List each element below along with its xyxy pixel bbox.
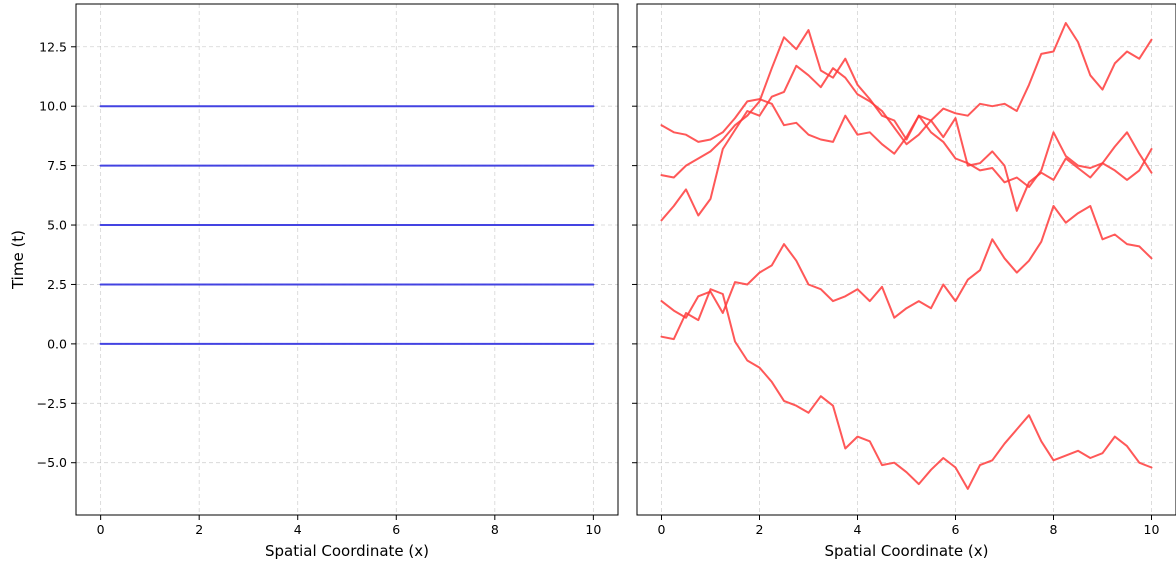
series-line-5 xyxy=(660,288,1153,490)
y-tick-label: 2.5 xyxy=(47,277,67,292)
series-line-2 xyxy=(660,22,1153,179)
axes-frame xyxy=(636,3,1176,516)
x-axis-title: Spatial Coordinate (x) xyxy=(825,542,989,560)
series-line-3 xyxy=(660,64,1153,222)
y-tick-label: 10.0 xyxy=(39,99,67,114)
y-tick-label: −2.5 xyxy=(37,396,67,411)
axes-frame xyxy=(75,3,619,516)
x-tick-label: 0 xyxy=(658,522,666,537)
x-tick-label: 2 xyxy=(756,522,764,537)
x-tick-label: 4 xyxy=(294,522,302,537)
series-line-1 xyxy=(660,98,1153,188)
x-tick-label: 6 xyxy=(952,522,960,537)
x-tick-label: 8 xyxy=(491,522,499,537)
x-tick-label: 0 xyxy=(97,522,105,537)
y-tick-label: 0.0 xyxy=(47,336,67,351)
series-group xyxy=(660,22,1153,490)
left-chart-panel: 0 2 4 6 8 10 −5.0 −2.5 0.0 2.5 5.0 7.5 10.0 12.5 Spati… xyxy=(9,3,619,560)
x-tick-label: 10 xyxy=(585,522,601,537)
x-tick-label: 6 xyxy=(392,522,400,537)
y-axis-title: Time (t) xyxy=(9,230,27,290)
right-chart-panel: 0 2 4 6 8 10 Spatial Coordinate (x) xyxy=(632,3,1176,560)
x-axis-title: Spatial Coordinate (x) xyxy=(265,542,429,560)
y-tick-label: 7.5 xyxy=(47,158,67,173)
x-tick-label: 4 xyxy=(854,522,862,537)
x-tick-label: 2 xyxy=(195,522,203,537)
series-line-4 xyxy=(660,205,1153,319)
x-tick-label: 10 xyxy=(1144,522,1160,537)
y-tick-label: −5.0 xyxy=(37,455,67,470)
x-tick-label: 8 xyxy=(1050,522,1058,537)
y-tick-label: 12.5 xyxy=(39,39,67,54)
series-group xyxy=(99,105,595,345)
y-tick-label: 5.0 xyxy=(47,218,67,233)
